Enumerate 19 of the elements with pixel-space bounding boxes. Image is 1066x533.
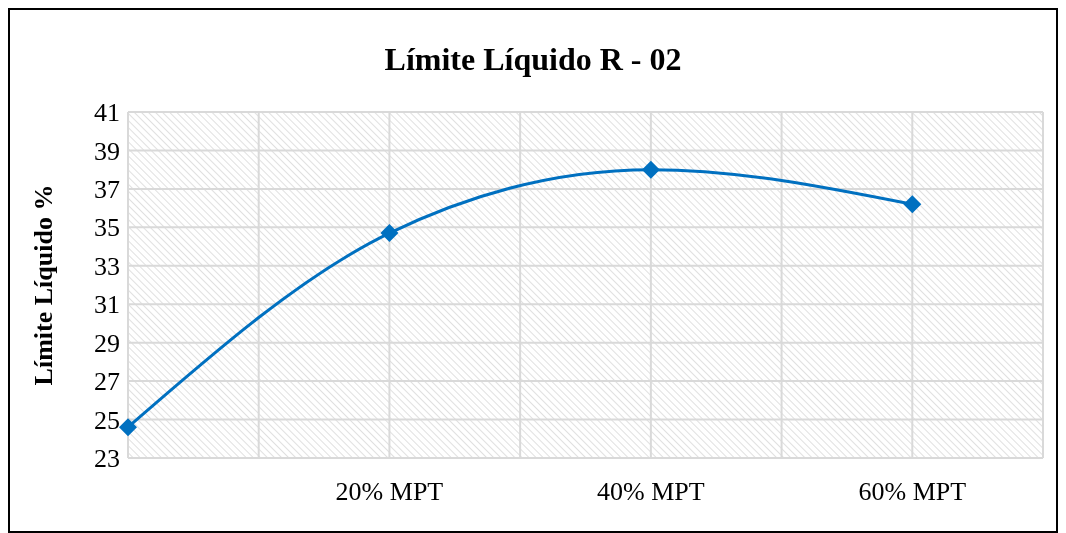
point xyxy=(380,224,399,243)
y-tick-label: 41 xyxy=(94,98,120,128)
y-tick-label: 25 xyxy=(94,405,120,435)
y-tick-label: 23 xyxy=(94,444,120,474)
y-tick-label: 29 xyxy=(94,328,120,358)
y-axis-title: Límite Líquido % xyxy=(29,184,58,386)
y-tick-label: 27 xyxy=(94,367,120,397)
y-tick-label: 39 xyxy=(94,136,120,166)
y-tick-label: 37 xyxy=(94,174,120,204)
y-tick-label: 33 xyxy=(94,251,120,281)
point xyxy=(641,160,660,179)
x-tick-label: 60% MPT xyxy=(858,477,967,506)
x-tick-label: 20% MPT xyxy=(335,477,444,506)
y-tick-label: 35 xyxy=(94,213,120,243)
y-tick-label: 31 xyxy=(94,290,120,320)
point xyxy=(903,195,922,214)
chart-title: Límite Líquido R - 02 xyxy=(384,41,682,77)
point xyxy=(119,418,137,437)
x-tick-label: 40% MPT xyxy=(597,477,705,506)
